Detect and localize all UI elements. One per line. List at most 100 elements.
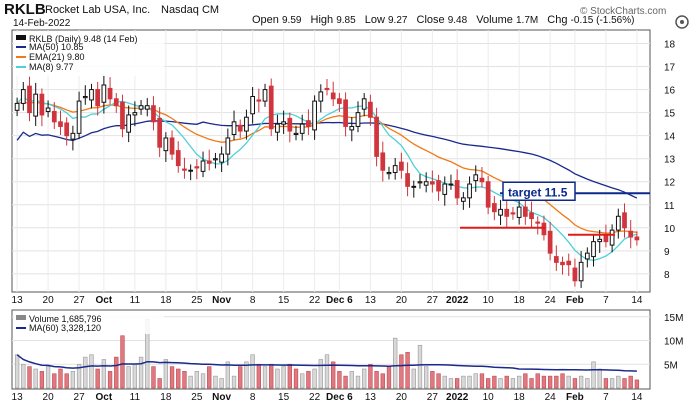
- volume-bar: [424, 366, 429, 389]
- volume-bar: [157, 378, 162, 389]
- legend-ema21: EMA(21) 9.80: [16, 52, 85, 62]
- volume-bar: [231, 375, 237, 389]
- volume-bars: [14, 318, 640, 389]
- candle-body: [306, 120, 311, 127]
- candle-body: [64, 122, 70, 137]
- volume-bar: [355, 375, 361, 389]
- volume-bar: [628, 375, 633, 389]
- price-x-tick-label: 25: [191, 295, 203, 306]
- candle: [262, 83, 268, 107]
- candle: [45, 100, 51, 118]
- volume-bar: [535, 373, 540, 389]
- candle-body: [163, 137, 169, 152]
- volume-bar: [83, 356, 88, 389]
- volume-x-tick-label: 20: [396, 392, 408, 403]
- volume-bar: [442, 375, 447, 389]
- candle-body: [330, 92, 336, 100]
- candle: [491, 196, 497, 221]
- candle-body: [51, 110, 57, 123]
- volume-bar: [411, 368, 416, 389]
- candle: [27, 76, 32, 122]
- candle-body: [76, 100, 82, 134]
- candle-body: [485, 181, 491, 208]
- price-x-tick-label: 20: [396, 295, 408, 306]
- candle-body: [169, 137, 175, 155]
- volume-bar: [120, 335, 125, 389]
- candle: [330, 81, 336, 106]
- volume-bar: [151, 366, 156, 389]
- candle: [89, 83, 94, 109]
- volume-bar: [374, 371, 379, 389]
- volume-bar: [176, 368, 181, 389]
- candle-body: [498, 208, 503, 216]
- price-x-tick-label: 7: [603, 295, 609, 306]
- volume-bar: [324, 354, 330, 389]
- candle-body: [200, 160, 206, 172]
- volume-bar: [436, 373, 441, 389]
- candle: [361, 93, 367, 117]
- candle: [405, 162, 410, 197]
- candle: [498, 199, 503, 226]
- legend-price: RKLB (Daily) 9.48 (14 Feb): [16, 34, 138, 44]
- price-x-tick-label: 10: [483, 295, 495, 306]
- volume-bar: [393, 337, 398, 389]
- candle-body: [213, 158, 218, 161]
- volume-bar: [603, 378, 609, 389]
- candle: [368, 94, 373, 126]
- candle-body: [430, 181, 435, 185]
- candle-body: [225, 137, 231, 155]
- volume-bar: [52, 373, 57, 389]
- volume-bar: [597, 368, 602, 389]
- candle: [622, 203, 627, 238]
- candle: [430, 170, 435, 193]
- candle-body: [442, 183, 448, 195]
- candle: [572, 258, 578, 287]
- volume-bar: [250, 354, 255, 389]
- candle: [535, 216, 541, 235]
- candle-body: [399, 161, 404, 171]
- price-x-axis: 13 20 27 Oct 11 18 25 Nov 8 15 22 Dec 6 13 20 27 2022 10…: [12, 295, 643, 306]
- candle: [479, 166, 485, 188]
- price-x-tick-label: 22: [309, 295, 321, 306]
- volume-bar: [132, 363, 138, 389]
- candle-body: [510, 212, 516, 215]
- volume-y-axis: 5M 10M 15M: [664, 313, 683, 372]
- volume-bar: [578, 375, 584, 389]
- volume-bar: [622, 378, 627, 389]
- volume-bar: [609, 378, 615, 389]
- candle: [126, 105, 132, 143]
- volume-bar: [454, 378, 460, 389]
- volume-bar: [467, 375, 472, 389]
- company-name: Rocket Lab USA, Inc.: [45, 4, 150, 16]
- volume-x-tick-label: 27: [427, 392, 439, 403]
- price-y-tick-label: 13: [664, 155, 676, 166]
- price-x-tick-label: 27: [427, 295, 439, 306]
- volume-bar: [213, 375, 218, 389]
- candle: [423, 172, 429, 193]
- volume-bar: [45, 366, 51, 389]
- volume-bar: [560, 373, 565, 389]
- volume-bar: [293, 368, 299, 389]
- candle: [337, 93, 342, 112]
- candle: [113, 93, 119, 113]
- svg-text:MA(60) 3,328,120: MA(60) 3,328,120: [29, 323, 101, 333]
- candle: [591, 234, 596, 267]
- candle: [287, 112, 293, 143]
- candle: [442, 176, 448, 206]
- volume-x-tick-label: 11: [130, 392, 141, 403]
- candle-body: [256, 99, 262, 102]
- candle: [120, 94, 125, 138]
- candle-body: [194, 166, 200, 169]
- candle-body: [411, 185, 417, 188]
- candle: [547, 221, 553, 261]
- candle-body: [448, 183, 454, 186]
- candle: [244, 109, 249, 140]
- volume-bar: [461, 375, 466, 389]
- candle-body: [27, 85, 32, 114]
- candle: [64, 117, 70, 146]
- price-x-tick-label: Dec 6: [326, 295, 353, 306]
- volume-bar: [114, 356, 119, 389]
- chart-settings-button[interactable]: [675, 15, 689, 29]
- volume-x-tick-label: 10: [483, 392, 495, 403]
- price-x-tick-label: 13: [12, 295, 24, 306]
